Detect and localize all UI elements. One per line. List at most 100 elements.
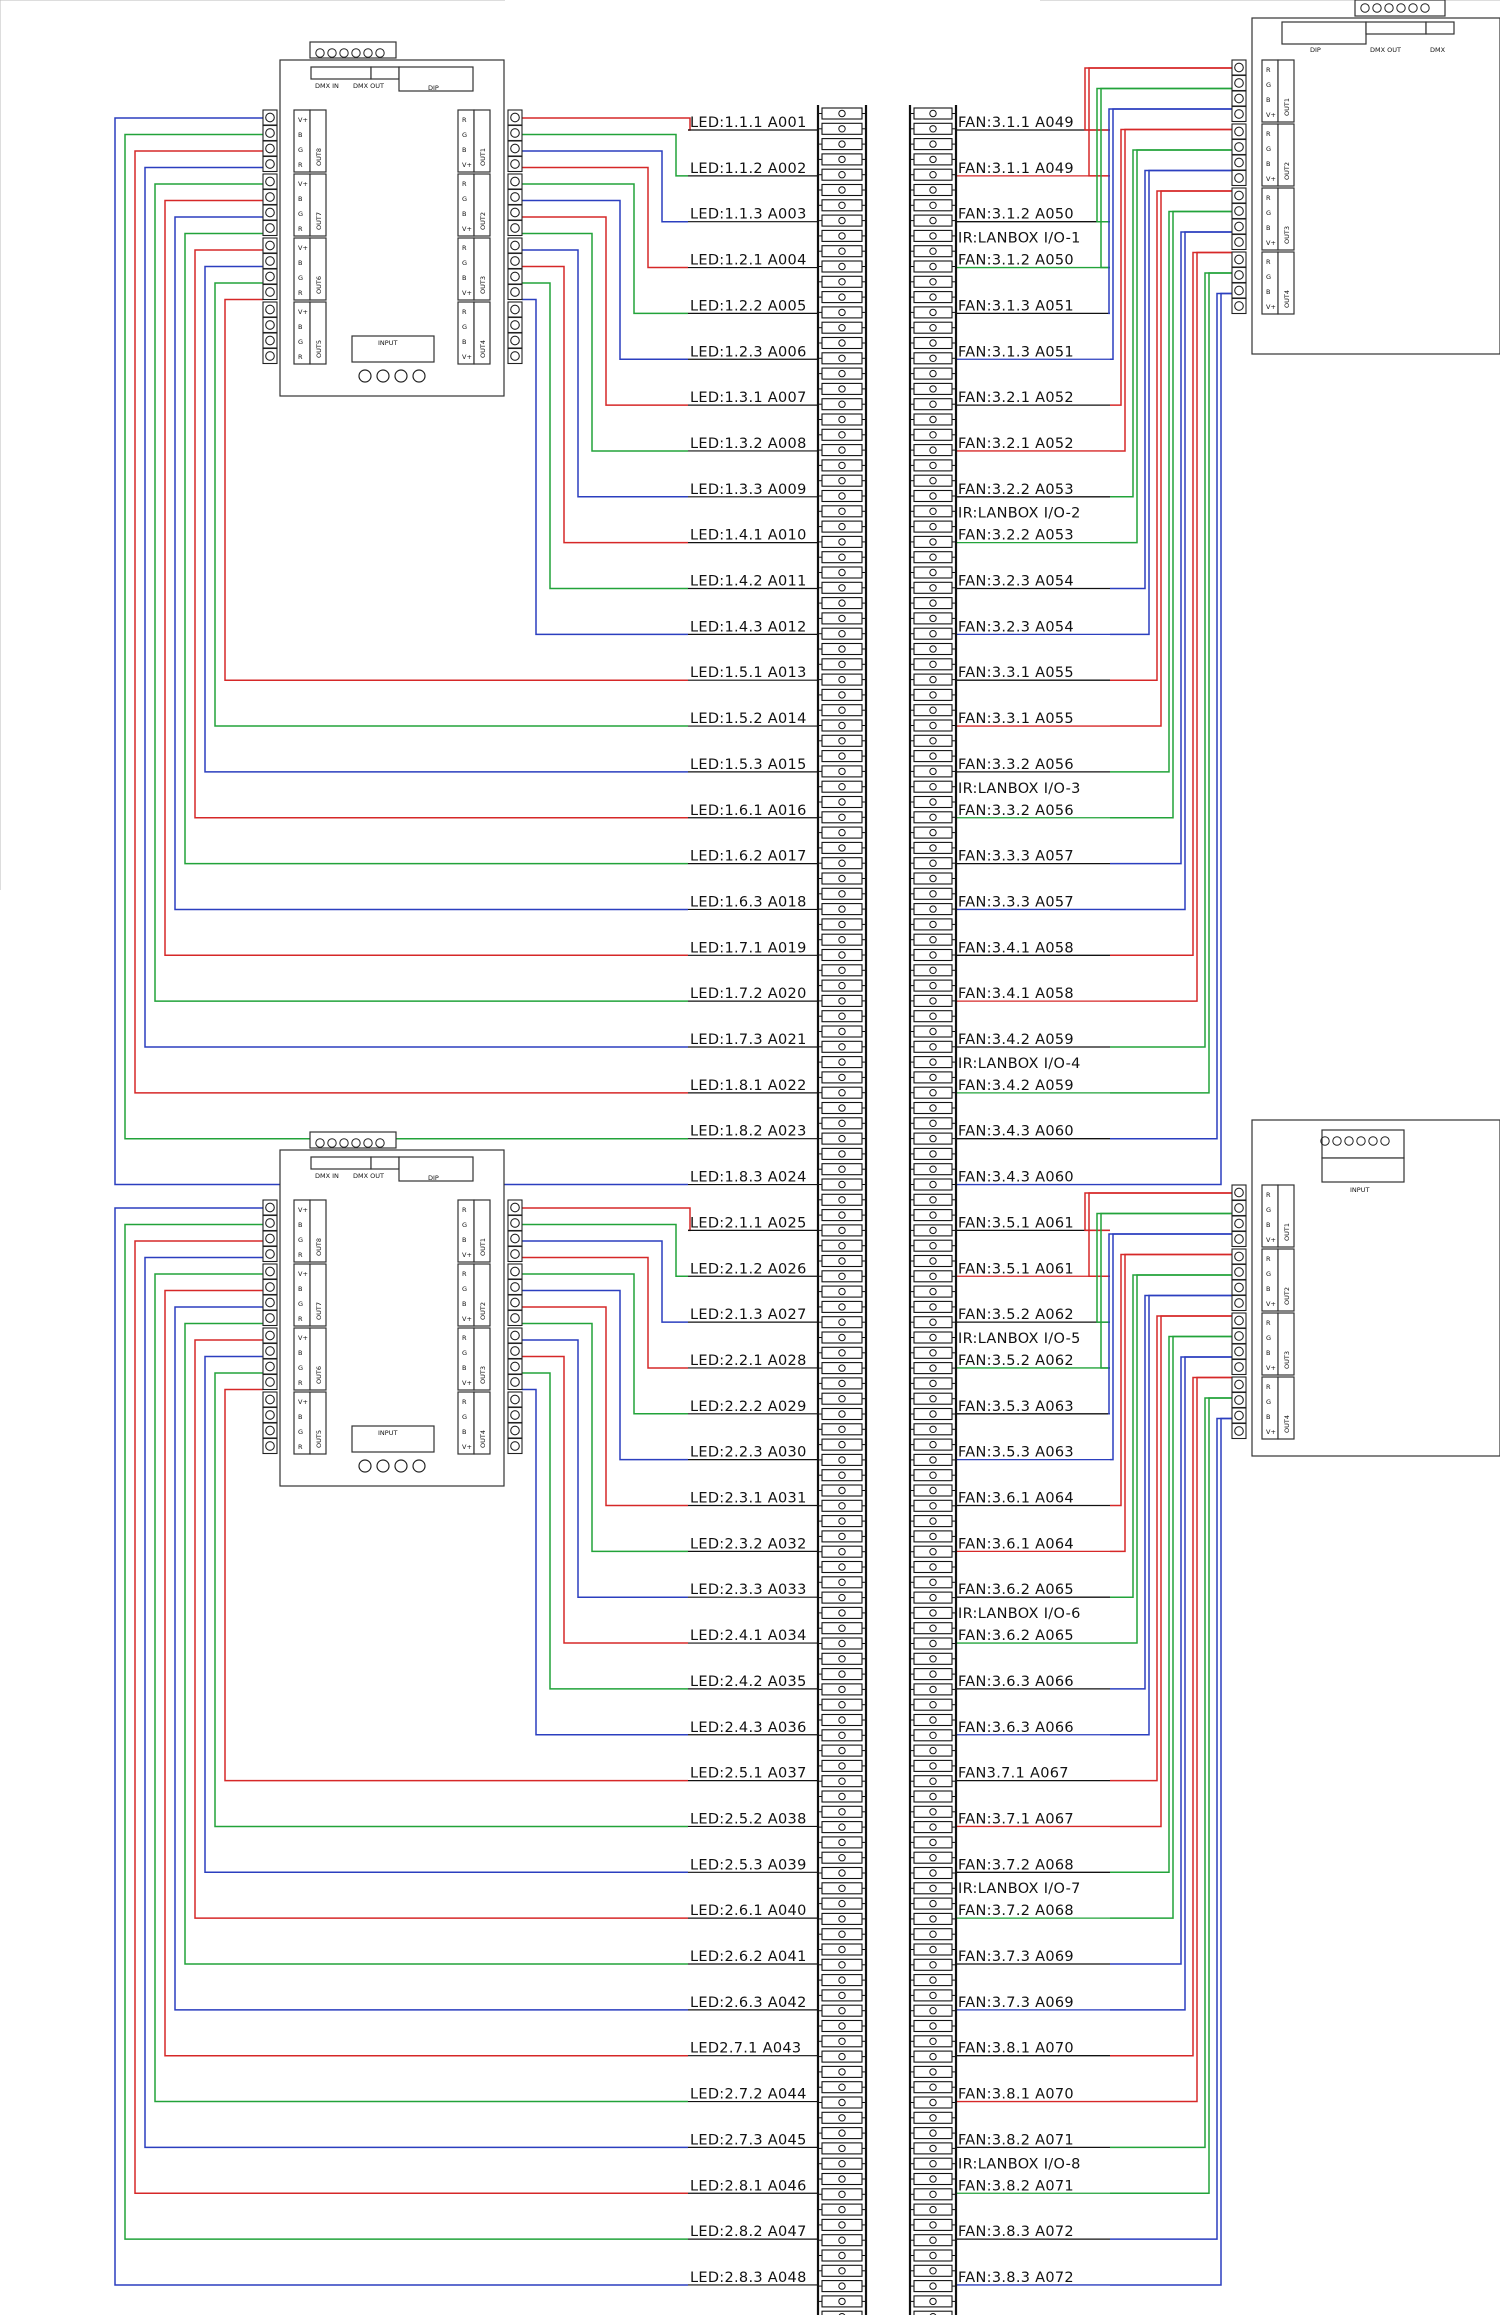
terminal-block: [821, 1132, 863, 1145]
terminal-block: [821, 979, 863, 992]
terminal-block: [821, 2111, 863, 2124]
terminal-block: [913, 321, 953, 334]
pin-label: V+: [298, 116, 308, 124]
pin-label: R: [1266, 66, 1271, 74]
pin-label: R: [462, 308, 467, 316]
led-channel-label: LED:2.6.2 A041: [690, 1949, 807, 1965]
led-channel-label: LED:1.2.1 A004: [690, 253, 807, 269]
terminal-block: [913, 841, 953, 854]
fan-channel-label: FAN:3.8.3 A072: [958, 2224, 1074, 2240]
wire: [1096, 1212, 1232, 1323]
terminal-block: [913, 122, 953, 135]
terminal-block: [821, 933, 863, 946]
wire: [214, 1372, 688, 1828]
terminal-block: [913, 1239, 953, 1252]
terminal-block: [821, 1147, 863, 1160]
terminal-block: [821, 719, 863, 732]
terminal-block: [913, 566, 953, 579]
led-channel-label: LED:1.2.3 A006: [690, 344, 807, 360]
pin-label: V+: [1266, 111, 1276, 119]
wire: [174, 216, 688, 911]
terminal-block: [913, 1010, 953, 1023]
terminal-block: [913, 2142, 953, 2155]
terminal-block: [913, 1270, 953, 1283]
fan-channel-label: FAN:3.1.1 A049: [958, 161, 1074, 177]
pin-label: B: [298, 195, 302, 203]
fan-channel-label: FAN:3.1.2 A050: [958, 253, 1074, 269]
terminal-block: [821, 1484, 863, 1497]
terminal-block: [913, 2081, 953, 2094]
wire: [1110, 231, 1232, 911]
output-label: OUT8: [315, 148, 323, 166]
terminal-block: [821, 627, 863, 640]
fan-channel-label: FAN:3.2.1 A052: [958, 436, 1074, 452]
terminal-block: [913, 1438, 953, 1451]
pin-label: V+: [462, 289, 472, 297]
left-terminal-stack: [262, 173, 278, 237]
terminal-block: [821, 489, 863, 503]
terminal-block: [913, 1545, 953, 1558]
led-channel-label: LED:2.2.1 A028: [690, 1353, 807, 1369]
wire: [214, 282, 688, 727]
pin-label: B: [462, 1236, 466, 1244]
terminal-block: [821, 811, 863, 824]
terminal-block: [821, 260, 863, 273]
terminal-block: [913, 1622, 953, 1635]
output-label: OUT5: [315, 340, 323, 358]
terminal-block: [913, 168, 953, 181]
terminal-block: [821, 1974, 863, 1987]
terminal-block: [913, 1469, 953, 1482]
terminal-block: [821, 183, 863, 197]
terminal-block: [821, 138, 863, 151]
left-pin-labels: V+ BGR OUT5: [293, 301, 327, 365]
wire: [1110, 1294, 1232, 1736]
led-channel-label: LED:1.5.3 A015: [690, 757, 807, 773]
dmx-out-label: DMX OUT: [353, 1172, 384, 1180]
terminal-block: [821, 1912, 863, 1925]
terminal-block: [913, 1331, 953, 1344]
wire: [1110, 1376, 1232, 2103]
terminal-block: [821, 229, 863, 242]
pin-label: B: [1266, 96, 1270, 104]
header-pin: [1420, 3, 1430, 13]
terminal-block: [913, 688, 953, 701]
terminal-block: [913, 214, 953, 227]
terminal-block: [821, 658, 863, 671]
led-channel-label: LED:2.4.2 A035: [690, 1674, 807, 1690]
terminal-block: [821, 994, 863, 1007]
pin-label: G: [1266, 81, 1271, 89]
pin-label: G: [1266, 273, 1271, 281]
wire: [144, 166, 688, 1048]
pin-label: B: [298, 131, 302, 139]
pin-label: B: [298, 323, 302, 331]
pin-label: G: [298, 146, 303, 154]
left-terminal-stack: [262, 1263, 278, 1327]
led-channel-label: LED:2.1.3 A027: [690, 1307, 807, 1323]
terminal-block: [821, 948, 863, 962]
wire: [522, 282, 688, 590]
wire: [1110, 149, 1232, 544]
terminal-block: [821, 1928, 863, 1941]
terminal-block: [821, 1958, 863, 1971]
pin-label: R: [1266, 1319, 1271, 1327]
terminal-block: [913, 2172, 953, 2186]
pin-label: V+: [298, 1206, 308, 1214]
terminal-block: [913, 948, 953, 962]
terminal-block: [821, 1836, 863, 1849]
input-label: INPUT: [378, 1429, 397, 1437]
pin-label: V+: [462, 1379, 472, 1387]
terminal-block: [821, 1392, 863, 1405]
terminal-block: [913, 1759, 953, 1772]
pin-label: R: [298, 225, 303, 233]
led-channel-label: LED:1.4.1 A010: [690, 528, 807, 544]
right-terminal-stack: [507, 1327, 523, 1391]
terminal-block: [913, 2127, 953, 2140]
terminal-block: [821, 1851, 863, 1864]
terminal-block: [821, 413, 863, 426]
terminal-block: [821, 1010, 863, 1023]
fan-channel-label: FAN:3.5.2 A062: [958, 1307, 1074, 1323]
output-label: OUT2: [1283, 162, 1291, 180]
dmx-pins-2: DMX IN DMX OUT DIP: [310, 1156, 474, 1182]
output-label: OUT1: [479, 148, 487, 166]
fan-channel-label: FAN:3.8.2 A071: [958, 2178, 1074, 2194]
